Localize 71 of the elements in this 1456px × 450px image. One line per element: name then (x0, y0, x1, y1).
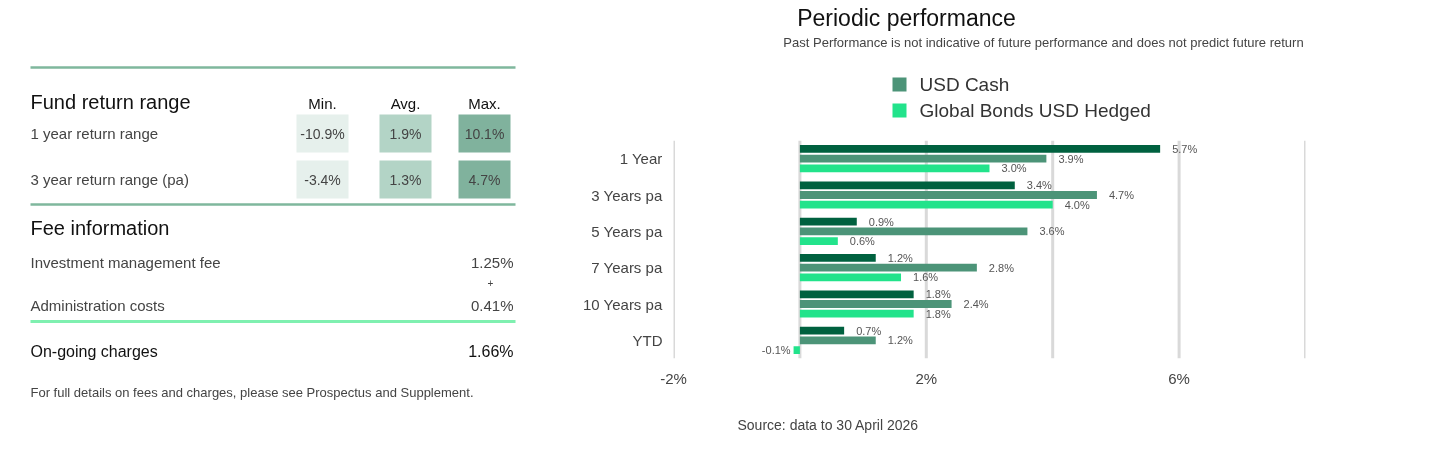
text: Fee information (30, 216, 170, 239)
y-tick-label: YTD (632, 331, 663, 349)
text: -3.4% (304, 171, 341, 188)
data-label: -0.1% (761, 344, 791, 357)
bar (799, 309, 914, 318)
text: 3 year return range (pa) (30, 171, 189, 188)
text: Fund return range (30, 90, 191, 113)
bar (799, 290, 914, 299)
text: 1.3% (389, 171, 422, 188)
data-label: 1.8% (925, 288, 951, 301)
x-tick-label: -2% (660, 369, 687, 387)
text: 1.25% (470, 254, 514, 271)
text: + (487, 277, 494, 289)
chart-subtitle: Past Performance is not indicative of future performance and does not predict future return (783, 35, 1304, 50)
legend-label: Global Bonds USD Hedged (919, 100, 1151, 121)
text: 10.1% (464, 125, 505, 142)
text: 1 year return range (30, 125, 159, 142)
data-label: 3.0% (1001, 162, 1027, 175)
data-label: 4.0% (1064, 198, 1090, 211)
text: On-going charges (30, 343, 158, 360)
text: Investment management fee (30, 254, 221, 271)
bar (799, 154, 1047, 163)
x-tick-label: 6% (1168, 369, 1190, 387)
text: For full details on fees and charges, please see Prospectus and Supplement. (30, 385, 474, 400)
bar (799, 300, 952, 308)
data-label: 0.9% (868, 215, 895, 228)
bar (799, 200, 1053, 209)
text: Administration costs (30, 297, 165, 314)
bar (799, 336, 876, 345)
bar (799, 254, 876, 262)
bar (799, 145, 1161, 153)
bar (799, 326, 845, 335)
text: 1.66% (468, 343, 514, 360)
bar (799, 237, 838, 245)
bar (793, 346, 800, 354)
text: Min. (308, 95, 337, 112)
text: Avg. (390, 95, 421, 112)
bar (799, 273, 902, 282)
data-label: 2.4% (963, 298, 989, 310)
data-label: 0.6% (849, 235, 876, 248)
bar (799, 191, 1097, 199)
text: 1.9% (389, 125, 422, 142)
legend-label: USD Cash (919, 74, 1010, 95)
data-label: 3.6% (1039, 225, 1065, 238)
data-label: 1.2% (887, 334, 914, 347)
bar (799, 227, 1028, 236)
chart-title: Periodic performance (797, 4, 1016, 31)
y-tick-label: 1 Year (619, 150, 663, 168)
data-label: 3.9% (1058, 152, 1084, 165)
source-note: Source: data to 30 April 2026 (737, 416, 919, 433)
bar (799, 164, 990, 173)
y-tick-label: 7 Years pa (591, 259, 663, 277)
y-tick-label: 5 Years pa (591, 222, 663, 240)
text: Max. (468, 95, 501, 112)
data-label: 0.7% (856, 324, 882, 337)
text: -10.9% (300, 125, 345, 142)
y-tick-label: 3 Years pa (591, 186, 663, 204)
x-tick-label: 2% (915, 369, 938, 387)
bar (799, 181, 1015, 190)
bar (799, 217, 857, 226)
bar (799, 263, 977, 272)
data-label: 1.6% (913, 271, 939, 284)
data-label: 3.4% (1026, 179, 1053, 192)
y-tick-label: 10 Years pa (582, 295, 663, 313)
text: 0.41% (470, 297, 514, 314)
data-label: 1.8% (925, 307, 951, 320)
text: 4.7% (468, 171, 501, 188)
data-label: 4.7% (1108, 189, 1135, 201)
data-label: 1.2% (887, 251, 914, 264)
data-label: 5.7% (1172, 142, 1198, 155)
data-label: 2.8% (988, 261, 1015, 274)
